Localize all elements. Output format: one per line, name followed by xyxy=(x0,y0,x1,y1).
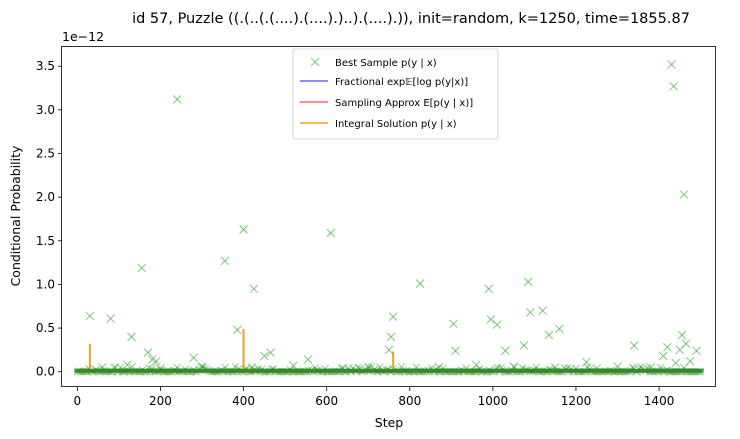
best-sample-point xyxy=(189,353,199,363)
y-tick-label: 2.5 xyxy=(36,146,55,160)
best-sample-point xyxy=(662,342,672,352)
best-sample-point xyxy=(151,356,161,366)
best-sample-point xyxy=(363,362,373,371)
legend-label-best-sample: Best Sample p(y | x) xyxy=(335,58,437,69)
legend-box xyxy=(292,48,499,140)
y-tick-label: 0.5 xyxy=(36,321,55,335)
best-sample-point xyxy=(679,190,689,199)
best-sample-point xyxy=(220,256,230,266)
best-sample-point xyxy=(415,279,425,288)
x-tick-label: 800 xyxy=(398,394,421,408)
x-tick-label: 0 xyxy=(74,394,82,408)
plot-frame xyxy=(61,46,716,387)
best-sample-point xyxy=(484,284,494,294)
best-sample-point xyxy=(492,320,502,329)
best-sample-point xyxy=(197,362,207,371)
best-sample-point xyxy=(671,358,681,368)
best-sample-point xyxy=(232,325,242,335)
best-sample-point xyxy=(386,332,396,342)
legend: Best Sample p(y | x) Fractional exp𝔼[log… xyxy=(292,48,499,140)
legend-item-integral: Integral Solution p(y | x) xyxy=(300,119,457,130)
plot-area xyxy=(73,60,705,376)
best-sample-point xyxy=(550,362,560,372)
y-tick-label: 0.0 xyxy=(36,365,55,379)
best-sample-point xyxy=(247,362,257,372)
best-sample-point xyxy=(471,360,481,370)
legend-item-sampling: Sampling Approx E[p(y | x)] xyxy=(300,98,473,109)
best-sample-point xyxy=(669,81,679,91)
best-sample-point xyxy=(544,330,554,340)
best-sample-point xyxy=(677,330,687,340)
x-axis-label: Step xyxy=(375,415,404,430)
best-sample-point xyxy=(239,225,248,234)
best-sample-point xyxy=(538,306,548,316)
best-sample-point xyxy=(519,341,529,350)
best-sample-point xyxy=(500,346,510,356)
best-sample-point xyxy=(259,351,269,361)
best-sample-overlap-band xyxy=(74,368,704,373)
best-sample-point xyxy=(629,341,639,350)
x-tick-label: 1400 xyxy=(644,394,675,408)
best-sample-point xyxy=(613,362,622,371)
y-tick-label: 3.0 xyxy=(36,103,55,117)
best-sample-point xyxy=(289,361,298,371)
best-sample-point xyxy=(97,362,107,372)
x-axis: 0 200 400 600 800 1000 1200 1400 xyxy=(74,387,675,408)
best-sample-point xyxy=(592,363,602,373)
best-sample-point xyxy=(172,94,182,104)
best-sample-point xyxy=(384,345,394,355)
y-offset-text: 1e−12 xyxy=(62,29,104,44)
best-sample-point xyxy=(692,346,701,356)
best-sample-point xyxy=(106,314,116,323)
best-sample-point xyxy=(581,357,591,367)
best-sample-point xyxy=(303,355,313,364)
legend-item-fractional: Fractional exp𝔼[log p(y|x)] xyxy=(300,77,468,88)
best-sample-point xyxy=(137,263,147,273)
best-sample-point xyxy=(685,356,695,366)
best-sample-point xyxy=(326,228,336,238)
best-sample-point xyxy=(126,332,136,342)
chart-title: id 57, Puzzle ((.(..(.(....).(....).)..)… xyxy=(132,11,690,27)
best-sample-point xyxy=(646,362,656,372)
y-axis: 0.0 0.5 1.0 1.5 2.0 2.5 3.0 3.5 xyxy=(36,59,62,379)
best-sample-point xyxy=(681,339,691,349)
best-sample-point xyxy=(667,60,676,69)
legend-marker-best-sample xyxy=(310,57,320,67)
best-sample-point xyxy=(434,362,444,372)
best-sample-point xyxy=(143,348,153,357)
legend-label-sampling: Sampling Approx E[p(y | x)] xyxy=(335,98,473,109)
y-tick-label: 1.0 xyxy=(36,277,55,291)
best-sample-point xyxy=(523,277,533,287)
x-tick-label: 1000 xyxy=(478,394,509,408)
best-sample-point xyxy=(85,311,95,321)
x-tick-label: 1200 xyxy=(561,394,592,408)
best-sample-point xyxy=(509,362,519,371)
best-sample-point xyxy=(266,348,275,357)
best-sample-point xyxy=(122,360,132,370)
x-tick-label: 400 xyxy=(232,394,255,408)
best-sample-point xyxy=(338,363,348,373)
best-sample-series xyxy=(85,60,701,373)
y-tick-label: 3.5 xyxy=(36,59,55,73)
best-sample-point xyxy=(156,363,165,373)
y-tick-label: 1.5 xyxy=(36,234,55,248)
x-tick-label: 600 xyxy=(315,394,338,408)
y-axis-label: Conditional Probability xyxy=(8,145,23,286)
best-sample-point xyxy=(249,284,259,294)
best-sample-point xyxy=(449,319,458,329)
best-sample-point xyxy=(658,351,668,361)
best-sample-point xyxy=(554,324,564,334)
best-sample-point xyxy=(451,346,460,356)
legend-item-best-sample: Best Sample p(y | x) xyxy=(310,57,437,69)
legend-label-integral: Integral Solution p(y | x) xyxy=(335,119,457,130)
best-sample-point xyxy=(486,314,496,324)
y-tick-label: 2.0 xyxy=(36,190,55,204)
legend-label-fractional: Fractional exp𝔼[log p(y|x)] xyxy=(335,77,468,88)
x-tick-label: 200 xyxy=(149,394,172,408)
best-sample-point xyxy=(388,312,398,322)
best-sample-point xyxy=(525,307,535,317)
